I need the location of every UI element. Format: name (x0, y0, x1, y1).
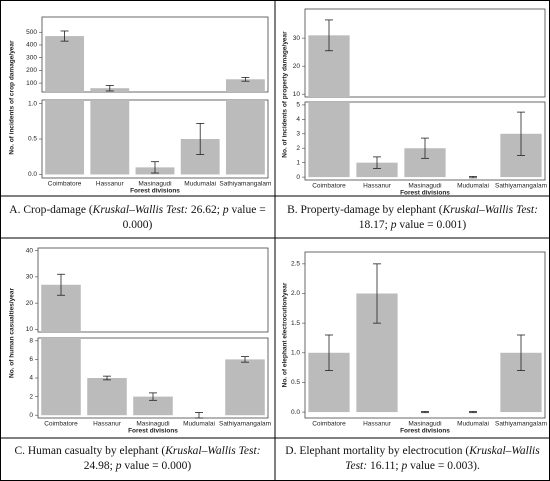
caption: A. Crop-damage (Kruskal–Wallis Test: 26.… (6, 203, 269, 233)
y-tick-label: 0.5 (28, 136, 37, 143)
y-tick-label: 40 (26, 247, 34, 254)
y-tick-label: 30 (293, 35, 301, 42)
y-tick-label: 4 (29, 375, 33, 382)
x-tick-label: Coimbatore (312, 183, 346, 190)
y-tick-label: 6 (29, 356, 33, 363)
bar (90, 100, 130, 175)
y-tick-label: 20 (293, 63, 301, 70)
caption-text: value = 0.000) (121, 460, 192, 472)
bar (356, 162, 398, 178)
x-tick-label: Masinagudi (408, 421, 441, 428)
bar (308, 102, 350, 178)
caption-text: p (115, 460, 122, 472)
x-tick-label: Masinagudi (408, 183, 441, 190)
y-tick-label: 10 (293, 91, 301, 98)
y-tick-label: 20 (26, 300, 34, 307)
y-tick-label: 2 (296, 145, 300, 152)
y-axis-label: No. of incidents of crop damage/year (9, 40, 16, 155)
caption-text: 24.98; (83, 460, 116, 472)
y-tick-label: 10 (26, 326, 34, 333)
caption: D. Elephant mortality by electrocution (… (281, 444, 544, 474)
y-tick-label: 30 (26, 274, 34, 281)
y-tick-label: 0.5 (291, 379, 300, 386)
y-tick-label: 0.0 (28, 171, 37, 178)
y-tick-label: 400 (26, 42, 37, 49)
x-tick-label: Sathiyamangalam (495, 183, 547, 190)
bar (45, 100, 85, 175)
x-axis-label: Forest divisions (400, 190, 450, 197)
caption-text: p (390, 219, 397, 231)
y-tick-label: 500 (26, 29, 37, 36)
y-tick-label: 1.0 (28, 100, 37, 107)
caption-text: Kruskal–Wallis Test: (442, 204, 538, 216)
y-axis-label: No. of incidents of property damage/year (282, 31, 289, 158)
x-tick-label: Masinagudi (136, 421, 169, 428)
caption-text: 16.11; (367, 460, 402, 472)
y-tick-label: 1.5 (291, 320, 300, 327)
caption-text: Kruskal–Wallis Test: (165, 445, 261, 457)
x-tick-label: Sathiyamangalam (219, 421, 271, 428)
caption-text: p (222, 204, 229, 216)
y-tick-label: 0.0 (291, 409, 300, 416)
x-tick-label: Coimbatore (44, 421, 78, 428)
x-axis-label: Forest divisions (130, 188, 180, 195)
caption-text: 26.62; (187, 204, 223, 216)
caption: C. Human casualty by elephant (Kruskal–W… (6, 444, 269, 474)
bar (87, 378, 127, 416)
caption-text: B. Property-damage by elephant ( (287, 204, 443, 216)
caption-text: value = 0.003). (407, 460, 480, 472)
x-tick-label: Coimbatore (312, 421, 346, 428)
y-tick-label: 100 (26, 80, 37, 87)
y-tick-label: 2 (29, 393, 33, 400)
caption-text: Kruskal–Wallis Test: (92, 204, 188, 216)
x-tick-label: Hassanur (363, 421, 392, 428)
x-tick-label: Mudumalai (457, 183, 489, 190)
x-tick-label: Hassanur (96, 181, 125, 188)
y-tick-label: 0 (29, 412, 33, 419)
y-tick-label: 8 (29, 338, 33, 345)
y-tick-label: 1 (296, 159, 300, 166)
x-tick-label: Coimbatore (48, 181, 82, 188)
x-axis-label: Forest divisions (400, 428, 450, 435)
x-tick-label: Hassanur (93, 421, 122, 428)
x-tick-label: Mudumalai (457, 421, 489, 428)
y-tick-label: 4 (296, 116, 300, 123)
y-tick-label: 200 (26, 67, 37, 74)
y-tick-label: 2.0 (291, 290, 300, 297)
bar (41, 338, 81, 416)
caption-text: A. Crop-damage ( (9, 204, 93, 216)
y-axis-label: No. of human casualties/year (9, 288, 16, 378)
y-tick-label: 300 (26, 54, 37, 61)
bar (45, 36, 85, 92)
bar (133, 396, 173, 416)
y-tick-label: 1.0 (291, 350, 300, 357)
bar (225, 100, 265, 175)
x-tick-label: Sathiyamangalam (495, 421, 547, 428)
x-tick-label: Sathiyamangalam (219, 181, 271, 188)
x-tick-label: Mudumalai (183, 421, 215, 428)
caption-text: Kruskal–Wallis Test: (345, 445, 540, 472)
y-axis-label: No. of elephant electrocution/year (282, 282, 289, 387)
y-tick-label: 5 (296, 102, 300, 109)
caption-text: p (401, 460, 408, 472)
x-axis-label: Forest divisions (128, 428, 178, 435)
y-tick-label: 0 (296, 174, 300, 181)
y-tick-label: 2.5 (291, 261, 300, 268)
caption-text: C. Human casualty by elephant ( (14, 445, 166, 457)
bar (225, 359, 265, 416)
caption-text: value = 0.001) (396, 219, 467, 231)
x-tick-label: Mudumalai (184, 181, 216, 188)
x-tick-label: Masinagudi (138, 181, 171, 188)
x-tick-label: Hassanur (363, 183, 392, 190)
caption-text: value = 0.000) (122, 204, 266, 231)
caption-text: 18.17; (358, 219, 391, 231)
y-tick-label: 3 (296, 130, 300, 137)
caption: B. Property-damage by elephant (Kruskal–… (281, 203, 544, 233)
caption-text: D. Elephant mortality by electrocution ( (285, 445, 470, 457)
bar (225, 79, 265, 92)
